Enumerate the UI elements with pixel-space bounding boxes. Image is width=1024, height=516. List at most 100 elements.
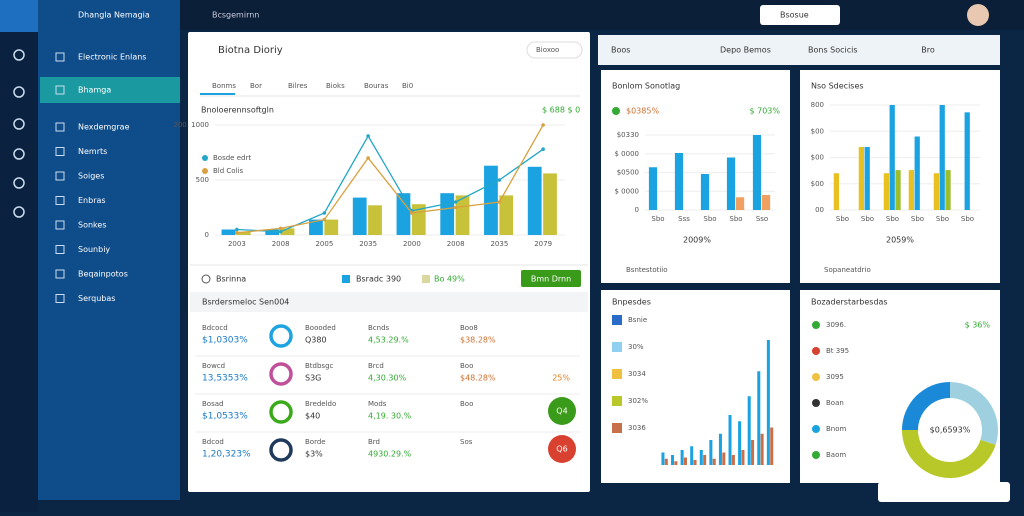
nav-icon: [55, 220, 65, 230]
bar: [221, 229, 236, 235]
bar: [747, 396, 751, 465]
section-title: Bsrdersmeloc Sen004: [202, 298, 289, 307]
cell-value: $40: [305, 412, 320, 421]
bar: [883, 173, 889, 210]
cell: Bowcd: [202, 362, 225, 370]
bar: [751, 440, 755, 465]
bar: [709, 440, 713, 465]
cell: Bosad: [202, 400, 223, 408]
nav-item: Soiges: [78, 172, 104, 181]
topbar: [180, 0, 1024, 30]
avatar[interactable]: [967, 4, 989, 26]
bar: [703, 455, 707, 465]
card-value: $ 36%: [965, 321, 991, 330]
right-header: [598, 35, 1000, 65]
x-tick-label: Sbo: [651, 215, 664, 223]
section-header: [190, 292, 588, 312]
rail-icon: [13, 177, 25, 189]
nav-icon: [55, 52, 65, 62]
bar: [690, 446, 694, 465]
bar: [527, 166, 542, 235]
bar: [683, 457, 687, 465]
dropdown[interactable]: [526, 41, 583, 59]
point: [541, 123, 545, 127]
y-tick-label: 0: [635, 206, 639, 214]
chart-corner: $ 688 $ 0: [542, 106, 580, 115]
bar: [455, 195, 470, 235]
badge-text: Q6: [556, 445, 567, 454]
legend-text: Bosde edrt: [213, 154, 251, 162]
x-tick-label: 2008: [272, 240, 290, 248]
cell-value: $3%: [305, 450, 323, 459]
bar: [680, 450, 684, 465]
bar: [309, 219, 323, 235]
search-box[interactable]: [760, 5, 840, 25]
ring: [269, 438, 293, 462]
active-item[interactable]: [40, 77, 180, 103]
point: [497, 200, 502, 204]
tab: Bonms: [212, 82, 236, 90]
nav-item: Sonkes: [78, 221, 106, 230]
bar: [752, 135, 762, 210]
ring: [269, 362, 293, 386]
legend-swatch: [342, 275, 350, 283]
cell-value: 4930.29.%: [368, 450, 412, 459]
point: [278, 229, 283, 234]
y-tick-label: $00: [811, 154, 824, 162]
bar: [236, 231, 251, 235]
list-item: Baom: [826, 451, 846, 459]
bar: [352, 197, 367, 235]
bar: [864, 147, 870, 210]
cell-value: $48.28%: [460, 374, 496, 383]
x-tick-label: 2003: [228, 240, 246, 248]
bar: [699, 450, 703, 465]
card-title: Bonlom Sonotlag: [612, 82, 680, 91]
item-dot: [812, 399, 820, 407]
list-item: Bt 395: [826, 347, 849, 355]
cell-value: 4,19. 30.%: [368, 412, 412, 421]
tab: Bioks: [326, 82, 345, 90]
tab: Bor: [250, 82, 262, 90]
bar: [738, 421, 742, 465]
header-item: Boos: [611, 46, 630, 55]
legend-swatch: [422, 275, 430, 283]
radio[interactable]: [201, 274, 211, 284]
x-tick-label: Sbo: [729, 215, 742, 223]
brand: Dhangla Nemagia: [78, 11, 150, 20]
icon-rail: [0, 0, 38, 512]
legend-text: 30%: [628, 343, 644, 351]
legend-text: Bld Colis: [213, 167, 243, 175]
bar: [368, 205, 382, 235]
item-dot: [812, 451, 820, 459]
x-tick-label: Sso: [756, 215, 768, 223]
cell-value: $38.28%: [460, 336, 496, 345]
y-tick-label: $0500: [617, 169, 639, 177]
point: [366, 156, 370, 160]
bar: [674, 153, 684, 210]
header-item: Bro: [921, 46, 935, 55]
legend-swatch: [612, 396, 622, 406]
header-item: Bons Socicis: [808, 46, 858, 55]
bar: [648, 167, 658, 210]
tab: Bi0: [402, 82, 413, 90]
cell: Bdcocd: [202, 324, 228, 332]
card-title: Bnpesdes: [612, 298, 651, 307]
cell: Sos: [460, 438, 473, 446]
y-tick-label: 200. 1000: [173, 121, 209, 129]
button[interactable]: [521, 270, 581, 287]
nav-icon: [55, 122, 65, 132]
cell-value: Q380: [305, 336, 327, 345]
legend-text: 3036: [628, 424, 646, 432]
point: [410, 211, 414, 215]
y-tick-label: 00: [815, 206, 824, 214]
bar: [858, 147, 864, 210]
rail-icon: [13, 118, 25, 130]
cell: Brcd: [368, 362, 384, 370]
badge-text: Q4: [556, 407, 567, 416]
bar: [712, 458, 716, 465]
rail-icon: [13, 49, 25, 61]
donut-center: $0,6593%: [930, 426, 971, 435]
menu-button[interactable]: [0, 0, 38, 32]
bar: [760, 433, 764, 465]
